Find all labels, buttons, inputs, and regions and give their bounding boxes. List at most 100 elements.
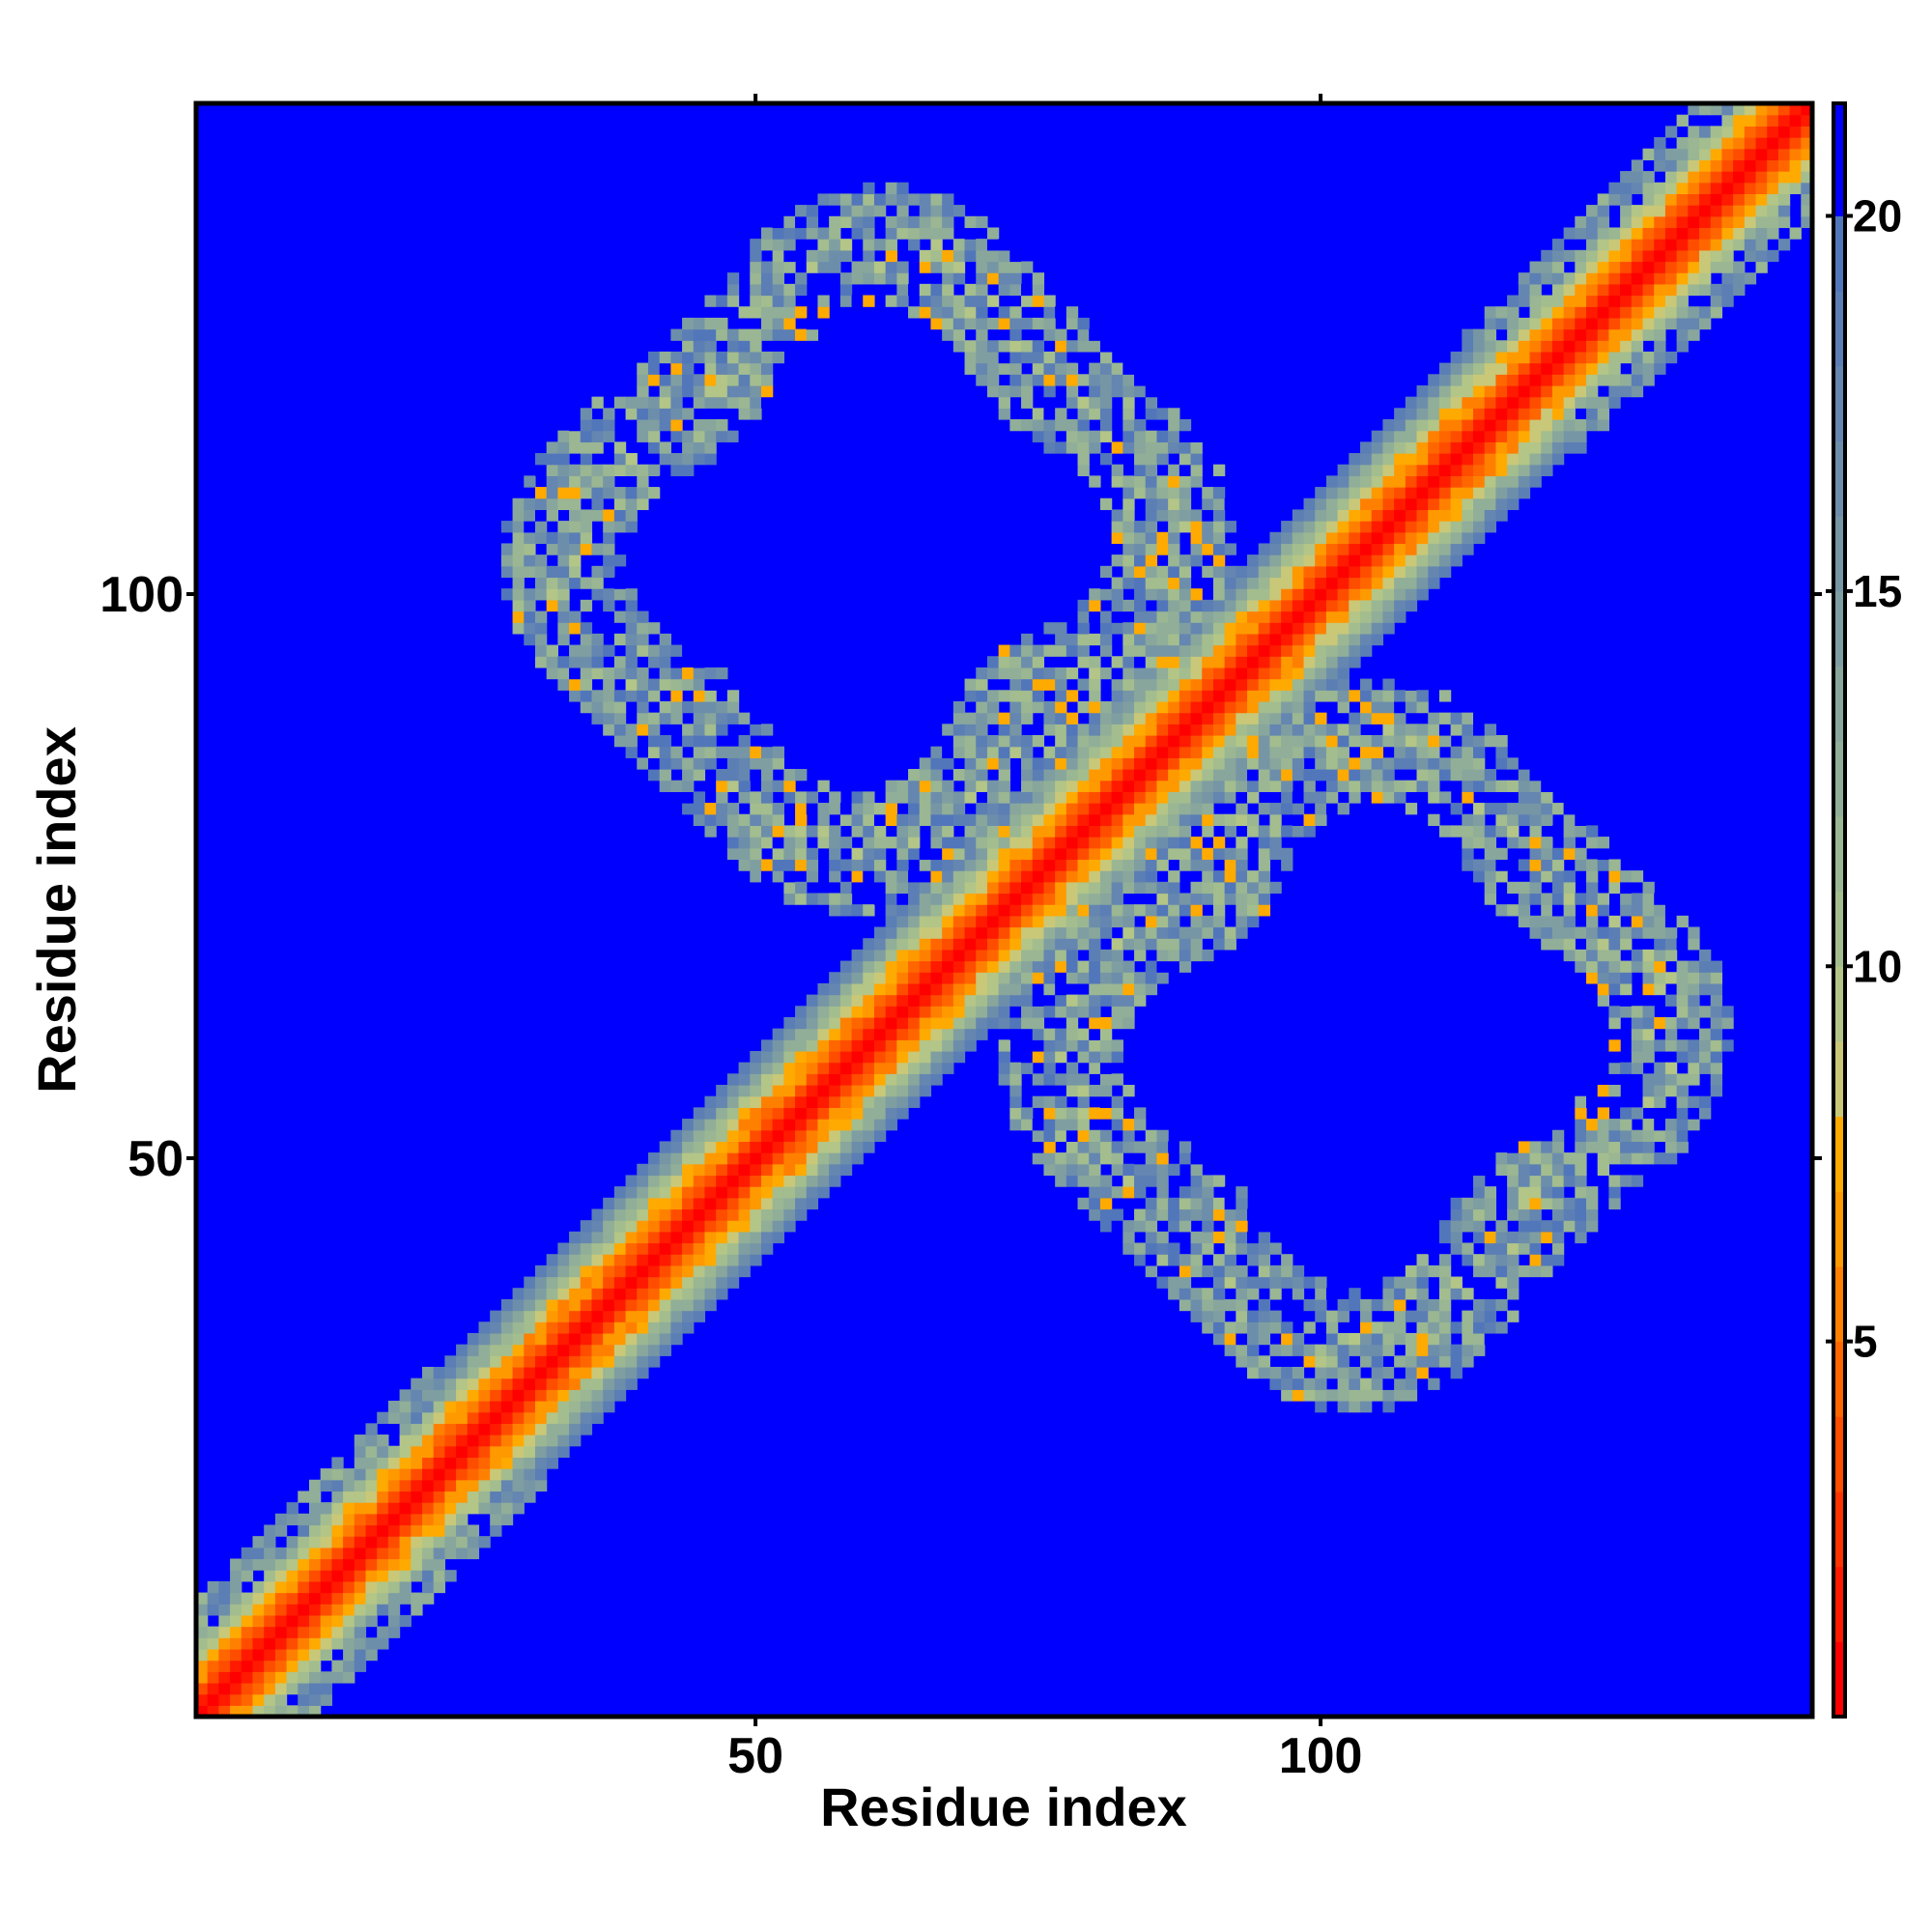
heatmap-cell: [1145, 870, 1158, 883]
heatmap-cell: [738, 791, 751, 804]
heatmap-cell: [557, 588, 570, 601]
heatmap-cell: [1258, 1332, 1271, 1346]
heatmap-cell: [1337, 521, 1350, 533]
heatmap-cell: [603, 1197, 615, 1210]
heatmap-cell: [670, 1276, 683, 1289]
heatmap-cell: [1077, 915, 1090, 928]
heatmap-cell: [637, 1298, 649, 1312]
heatmap-cell: [1269, 1366, 1282, 1379]
heatmap-cell: [1247, 588, 1260, 601]
heatmap-cell: [1111, 577, 1123, 589]
heatmap-cell: [218, 1693, 231, 1706]
heatmap-cell: [1699, 1095, 1712, 1108]
heatmap-cell: [512, 1411, 525, 1424]
heatmap-cell: [1122, 1119, 1135, 1131]
heatmap-cell: [1563, 306, 1576, 319]
heatmap-cell: [760, 1163, 774, 1177]
heatmap-cell: [783, 1062, 796, 1074]
heatmap-cell: [274, 1626, 288, 1638]
heatmap-cell: [1292, 1276, 1305, 1289]
heatmap-cell: [456, 1479, 469, 1492]
heatmap-cell: [976, 239, 988, 251]
heatmap-cell: [1428, 521, 1440, 533]
heatmap-cell: [1190, 453, 1203, 466]
heatmap-cell: [1099, 1107, 1113, 1120]
heatmap-cell: [942, 881, 954, 895]
heatmap-cell: [230, 1660, 242, 1672]
heatmap-cell: [1676, 205, 1689, 217]
heatmap-cell: [716, 791, 728, 804]
heatmap-cell: [1212, 543, 1226, 555]
heatmap-cell: [1349, 577, 1361, 589]
heatmap-cell: [456, 1502, 469, 1515]
heatmap-cell: [1303, 644, 1316, 657]
heatmap-cell: [637, 1332, 649, 1346]
heatmap-cell: [817, 813, 830, 827]
heatmap-cell: [1315, 1276, 1327, 1289]
heatmap-cell: [1122, 881, 1135, 895]
heatmap-cell: [613, 1310, 627, 1322]
heatmap-cell: [1507, 1163, 1520, 1177]
heatmap-cell: [1168, 1254, 1180, 1266]
heatmap-cell: [603, 1366, 615, 1379]
heatmap-cell: [613, 1321, 627, 1334]
heatmap-cell: [1597, 205, 1610, 217]
heatmap-cell: [1122, 374, 1135, 386]
heatmap-cell: [421, 1580, 435, 1594]
heatmap-cell: [1382, 441, 1395, 454]
heatmap-cell: [817, 1163, 830, 1177]
heatmap-cell: [659, 656, 671, 668]
heatmap-cell: [252, 1592, 265, 1605]
heatmap-cell: [885, 938, 897, 951]
heatmap-cell: [1122, 1085, 1135, 1097]
heatmap-cell: [1055, 780, 1067, 792]
heatmap-cell: [625, 734, 638, 748]
heatmap-cell: [1032, 1073, 1045, 1086]
heatmap-cell: [839, 283, 853, 297]
heatmap-cell: [230, 1558, 242, 1571]
heatmap-cell: [817, 1186, 830, 1199]
heatmap-cell: [1190, 678, 1203, 691]
heatmap-cell: [1224, 543, 1236, 555]
heatmap-cell: [930, 746, 943, 758]
heatmap-cell: [1281, 599, 1293, 612]
heatmap-cell: [693, 690, 706, 702]
heatmap-cell: [1450, 384, 1463, 398]
heatmap-cell: [1089, 678, 1101, 691]
heatmap-cell: [196, 1671, 209, 1684]
heatmap-cell: [1631, 1073, 1644, 1086]
heatmap-cell: [421, 1558, 435, 1571]
heatmap-cell: [1281, 622, 1293, 635]
heatmap-cell: [1258, 554, 1271, 567]
heatmap-cell: [795, 1129, 808, 1143]
heatmap-cell: [1360, 700, 1373, 714]
heatmap-cell: [1009, 1085, 1022, 1097]
heatmap-cell: [1575, 1107, 1587, 1120]
heatmap-cell: [716, 1276, 728, 1289]
heatmap-cell: [647, 1310, 661, 1322]
heatmap-cell: [1642, 1095, 1655, 1108]
heatmap-cell: [1450, 351, 1463, 364]
heatmap-cell: [557, 464, 570, 476]
heatmap-cell: [387, 1592, 401, 1605]
heatmap-cell: [625, 656, 638, 668]
heatmap-cell: [1281, 690, 1293, 702]
heatmap-cell: [524, 1491, 536, 1503]
heatmap-cell: [1586, 1220, 1599, 1233]
heatmap-cell: [795, 1039, 808, 1052]
heatmap-cell: [806, 1152, 819, 1165]
heatmap-cell: [1032, 859, 1045, 871]
heatmap-cell: [1337, 577, 1350, 589]
heatmap-cell: [1303, 554, 1316, 567]
heatmap-cell: [1021, 803, 1034, 815]
heatmap-cell: [942, 825, 954, 838]
heatmap-cell: [1292, 554, 1305, 567]
heatmap-cell: [1337, 1332, 1350, 1346]
heatmap-cell: [1563, 227, 1576, 240]
heatmap-cell: [1563, 837, 1576, 849]
heatmap-cell: [1484, 1186, 1497, 1199]
heatmap-cell: [1597, 295, 1610, 307]
heatmap-cell: [1202, 881, 1214, 895]
heatmap-cell: [1642, 926, 1655, 939]
heatmap-cell: [1518, 374, 1531, 386]
